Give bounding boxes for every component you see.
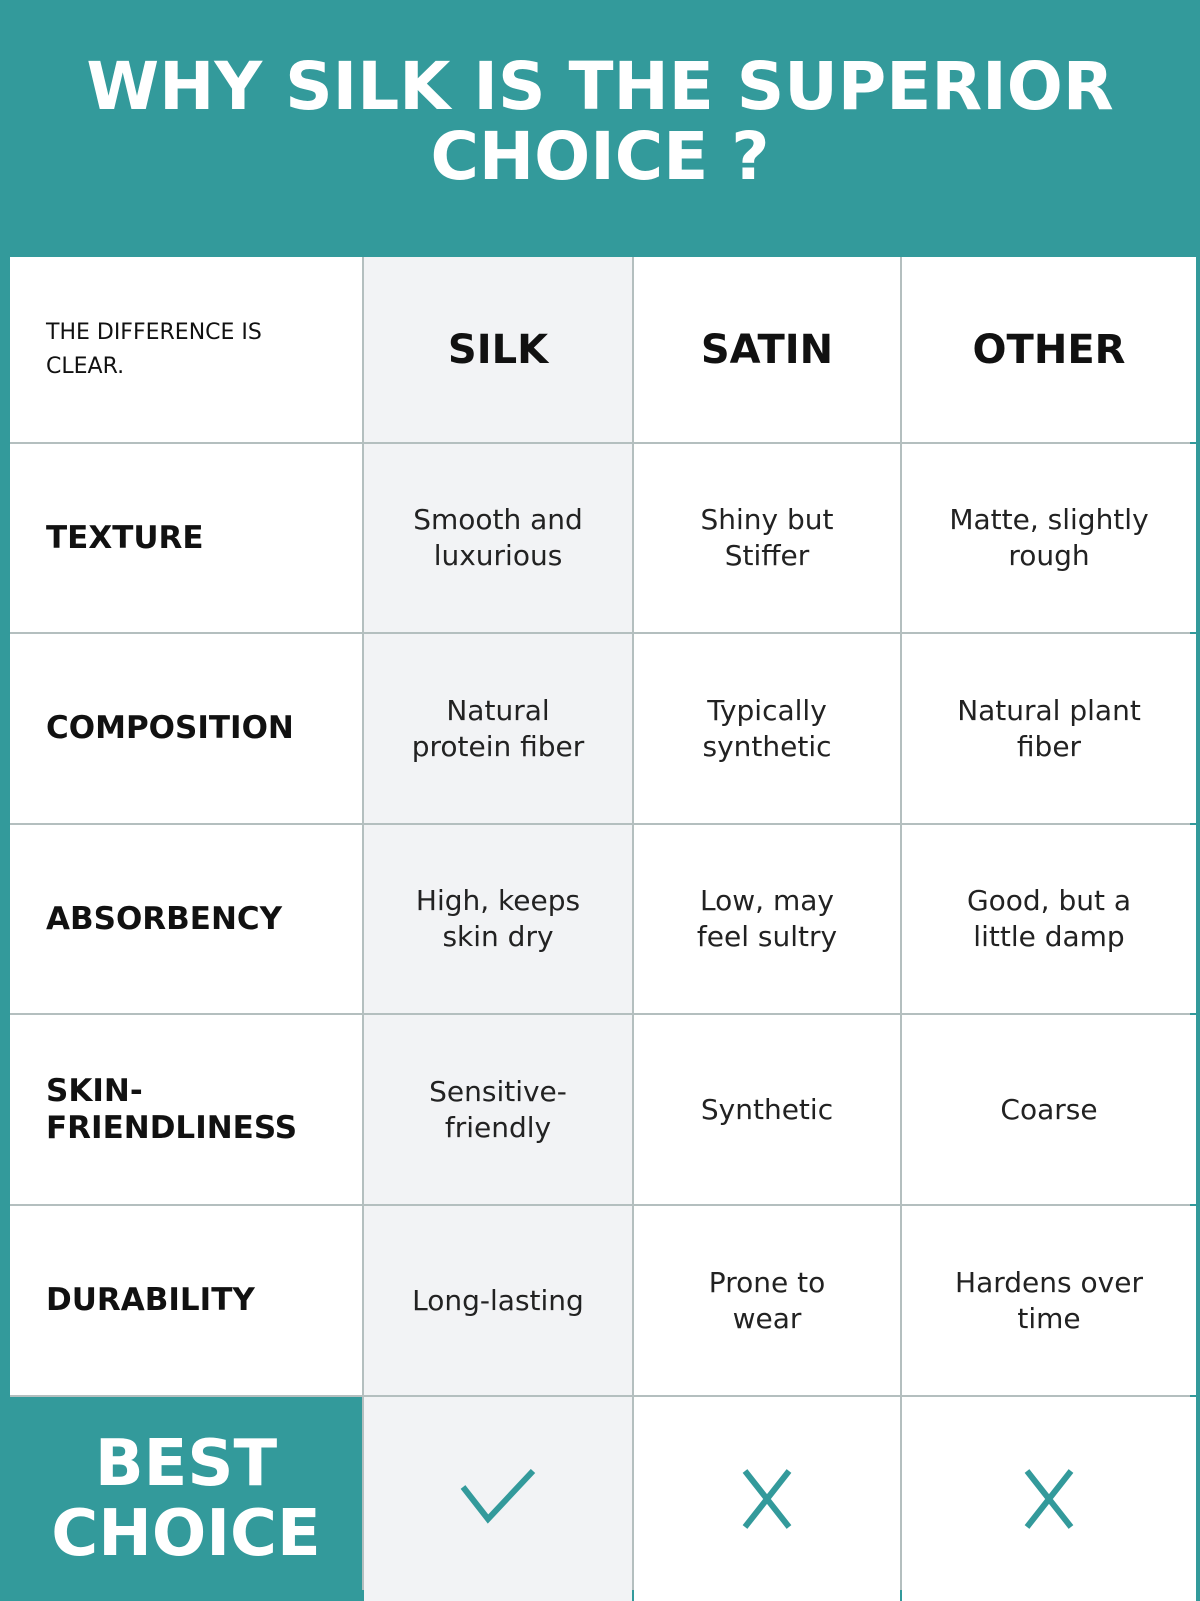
table-cell: Synthetic bbox=[634, 1015, 900, 1204]
table-cell-text: Shiny but Stiffer bbox=[700, 503, 834, 572]
table-cell: Shiny but Stiffer bbox=[634, 444, 900, 632]
best-choice-text: BEST CHOICE bbox=[51, 1427, 321, 1571]
column-header-satin-text: SATIN bbox=[700, 326, 834, 373]
column-header-satin: SATIN bbox=[634, 257, 900, 442]
table-cell: Coarse bbox=[902, 1015, 1196, 1204]
table-cell-text: Long-lasting bbox=[412, 1283, 584, 1317]
table-cell-text: High, keeps skin dry bbox=[415, 884, 581, 953]
column-header-silk-text: SILK bbox=[447, 326, 549, 373]
page-title: WHY SILK IS THE SUPERIOR CHOICE ? bbox=[86, 48, 1114, 195]
x-cell bbox=[902, 1397, 1196, 1601]
table-cell-text: Natural protein fiber bbox=[411, 693, 585, 763]
check-cell bbox=[364, 1397, 632, 1601]
column-header-other-text: OTHER bbox=[972, 326, 1126, 373]
table-cell: Long-lasting bbox=[364, 1206, 632, 1395]
row-label-texture-text: TEXTURE bbox=[46, 519, 204, 556]
table-cell-text: Good, but a little damp bbox=[966, 884, 1132, 953]
table-cell-text: Typically synthetic bbox=[702, 693, 832, 763]
table-cell: Low, may feel sultry bbox=[634, 825, 900, 1013]
table-cell: Sensitive-friendly bbox=[364, 1015, 632, 1204]
table-cell: Hardens over time bbox=[902, 1206, 1196, 1395]
table-cell: Natural plant fiber bbox=[902, 634, 1196, 823]
comparison-table: THE DIFFERENCE IS CLEAR. SILK SATIN OTHER T… bbox=[10, 257, 1196, 1601]
table-cell-text: Synthetic bbox=[700, 1092, 834, 1126]
table-cell: High, keeps skin dry bbox=[364, 825, 632, 1013]
x-icon bbox=[1024, 1469, 1074, 1529]
table-cell-text: Smooth and luxurious bbox=[413, 503, 583, 572]
table-cell-text: Hardens over time bbox=[955, 1265, 1143, 1335]
table-cell: Good, but a little damp bbox=[902, 825, 1196, 1013]
column-header-silk: SILK bbox=[364, 257, 632, 442]
table-cell-text: Coarse bbox=[1000, 1092, 1098, 1126]
row-label-absorbency-text: ABSORBENCY bbox=[46, 900, 283, 937]
table-cell-text: Matte, slightly rough bbox=[949, 503, 1149, 572]
check-icon bbox=[460, 1469, 536, 1524]
row-label-absorbency: ABSORBENCY bbox=[10, 825, 362, 1013]
intro-text: THE DIFFERENCE IS CLEAR. bbox=[10, 257, 362, 442]
table-cell-text: Natural plant fiber bbox=[957, 693, 1141, 763]
table-cell: Natural protein fiber bbox=[364, 634, 632, 823]
table-cell: Smooth and luxurious bbox=[364, 444, 632, 632]
table-cell-text: Prone to wear bbox=[708, 1265, 826, 1335]
row-label-skin-friendliness: SKIN-FRIENDLINESS bbox=[10, 1015, 362, 1204]
row-label-texture: TEXTURE bbox=[10, 444, 362, 632]
table-cell: Prone to wear bbox=[634, 1206, 900, 1395]
row-label-durability: DURABILITY bbox=[10, 1206, 362, 1395]
x-cell bbox=[634, 1397, 900, 1601]
table-cell: Matte, slightly rough bbox=[902, 444, 1196, 632]
best-choice-label: BEST CHOICE bbox=[10, 1397, 362, 1601]
x-icon bbox=[742, 1469, 792, 1529]
table-cell-text: Low, may feel sultry bbox=[696, 884, 838, 953]
row-label-durability-text: DURABILITY bbox=[46, 1282, 255, 1318]
table-cell: Typically synthetic bbox=[634, 634, 900, 823]
row-label-composition-text: COMPOSITION bbox=[46, 710, 294, 746]
row-label-skin-friendliness-text: SKIN-FRIENDLINESS bbox=[46, 1072, 298, 1146]
row-label-composition: COMPOSITION bbox=[10, 634, 362, 823]
column-header-other: OTHER bbox=[902, 257, 1196, 442]
intro-label: THE DIFFERENCE IS CLEAR. bbox=[46, 319, 262, 379]
table-cell-text: Sensitive-friendly bbox=[429, 1074, 567, 1144]
